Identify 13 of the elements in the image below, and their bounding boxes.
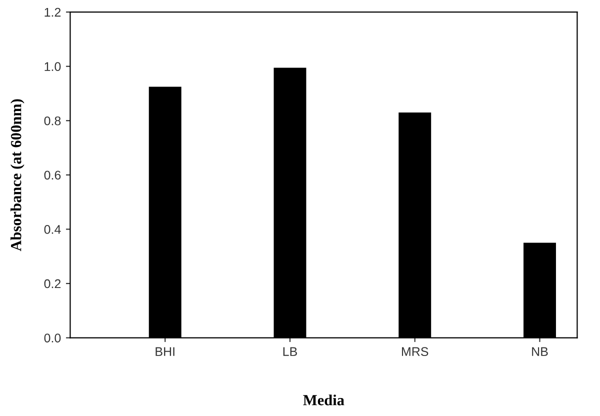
y-tick-label: 1.0: [44, 62, 61, 72]
y-tick-label: 0.4: [44, 225, 61, 234]
y-tick-label: 1.2: [44, 8, 61, 17]
y-tick-label: 0.2: [44, 279, 61, 288]
y-tick-label: 0.6: [44, 170, 61, 180]
x-tick-label: LB: [283, 347, 297, 356]
y-tick-label: 0.0: [44, 334, 61, 342]
x-axis-title: Media: [303, 394, 344, 406]
x-tick-label: NB: [532, 347, 548, 356]
x-tick-label: MRS: [402, 347, 428, 356]
x-tick-label: BHI: [156, 347, 174, 356]
y-axis-title: Absorbance (at 600nm): [10, 99, 24, 252]
y-tick-label: 0.8: [44, 116, 61, 126]
